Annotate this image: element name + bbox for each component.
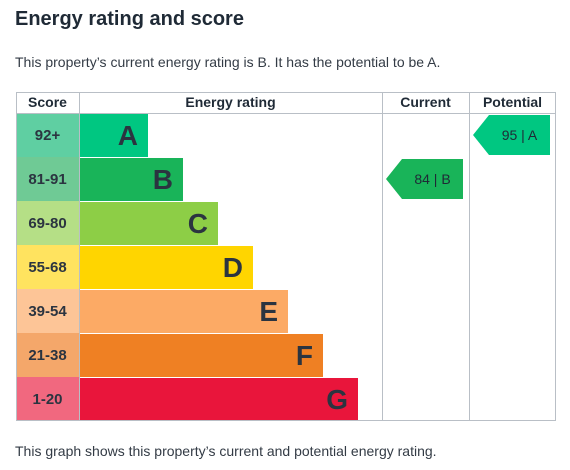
band-letter-e: E — [259, 296, 278, 327]
band-bar-c — [80, 202, 218, 245]
score-cell-f — [16, 333, 79, 377]
score-range-b: 81-91 — [28, 171, 66, 188]
score-range-f: 21-38 — [28, 347, 66, 364]
band-letter-f: F — [296, 340, 313, 371]
band-bar-e — [80, 290, 288, 333]
potential-rating-arrow — [473, 115, 550, 155]
score-range-e: 39-54 — [28, 303, 67, 320]
score-cell-a — [16, 113, 79, 157]
band-bar-d — [80, 246, 253, 289]
page-title: Energy rating and score — [15, 8, 244, 30]
band-letter-c: C — [188, 208, 208, 239]
score-cell-c — [16, 201, 79, 245]
footer-text: This graph shows this property’s current… — [15, 443, 437, 459]
current-rating-arrow — [386, 159, 463, 199]
band-bar-g — [80, 378, 358, 421]
potential-rating-label: 95 | A — [502, 127, 538, 143]
header-current: Current — [400, 94, 451, 110]
score-cell-d — [16, 245, 79, 289]
band-bar-b — [80, 158, 183, 201]
header-potential: Potential — [483, 94, 542, 110]
score-range-d: 55-68 — [28, 259, 66, 276]
score-range-c: 69-80 — [28, 215, 66, 232]
band-letter-d: D — [223, 252, 243, 283]
header-score: Score — [28, 94, 67, 110]
band-letter-b: B — [153, 164, 173, 195]
table-border — [16, 92, 556, 421]
band-letter-a: A — [118, 120, 138, 151]
score-cell-b — [16, 157, 79, 201]
header-energy-rating: Energy rating — [185, 94, 275, 110]
score-range-g: 1-20 — [32, 391, 62, 408]
band-letter-g: G — [326, 384, 348, 415]
current-rating-label: 84 | B — [414, 171, 450, 187]
score-cell-g — [16, 377, 79, 421]
score-cell-e — [16, 289, 79, 333]
band-bar-a — [80, 114, 148, 157]
intro-text: This property’s current energy rating is… — [15, 54, 441, 70]
band-bar-f — [80, 334, 323, 377]
score-range-a: 92+ — [35, 127, 61, 144]
